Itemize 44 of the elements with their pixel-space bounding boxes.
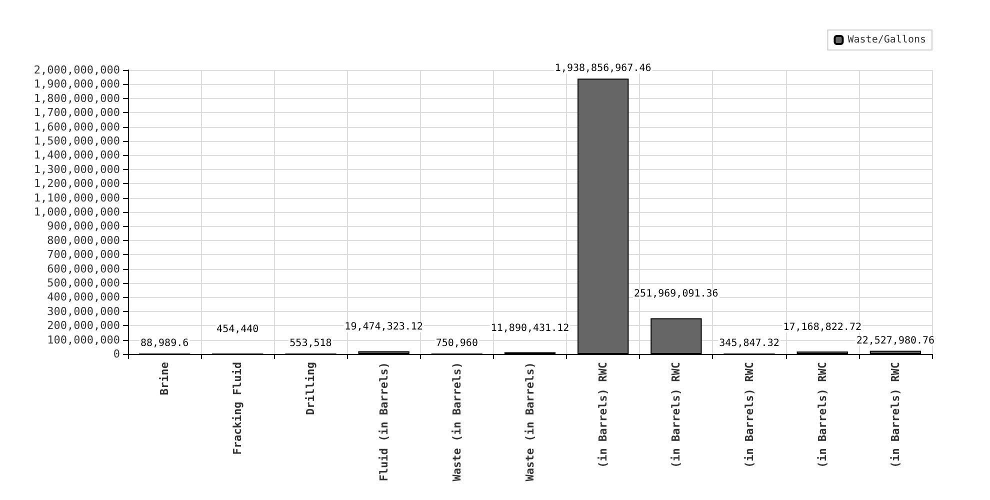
y-tick-label: 600,000,000: [47, 262, 120, 276]
x-tick-label: (in Barrels) RWC: [888, 362, 902, 468]
data-label: 17,168,822.72: [783, 322, 862, 334]
data-label: 11,890,431.12: [490, 322, 570, 334]
y-tick-label: 1,000,000,000: [34, 206, 120, 218]
y-tick-label: 200,000,000: [47, 319, 120, 332]
y-tick-label: 1,100,000,000: [34, 191, 120, 204]
y-tick-label: 100,000,000: [47, 333, 120, 346]
y-tick-label: 1,200,000,000: [34, 177, 120, 190]
x-tick-label: (in Barrels) RWC: [742, 362, 756, 468]
y-tick-label: 1,300,000,000: [34, 162, 120, 176]
y-tick-label: 700,000,000: [47, 248, 120, 262]
y-tick-label: 300,000,000: [47, 304, 120, 318]
x-tick-label: (in Barrels) RWC: [670, 362, 683, 468]
y-tick-label: 900,000,000: [47, 220, 120, 233]
data-label: 19,474,323.12: [344, 322, 423, 333]
y-tick-label: 800,000,000: [47, 234, 120, 247]
y-tick-label: 2,000,000,000: [34, 64, 120, 76]
data-label: 22,527,980.76: [856, 335, 935, 346]
y-tick-label: 400,000,000: [47, 290, 120, 304]
data-label: 345,847.32: [719, 338, 780, 349]
x-tick-label: Waste (in Barrels): [450, 362, 464, 482]
x-tick-label: Drilling: [304, 362, 318, 415]
legend-label: Waste/Gallons: [848, 34, 926, 46]
x-tick-label: Fluid (in Barrels): [377, 362, 390, 482]
data-label: 1,938,856,967.46: [554, 63, 652, 74]
data-label: 251,969,091.36: [634, 288, 718, 300]
x-tick-label: Fracking Fluid: [231, 362, 244, 455]
x-tick-label: Waste (in Barrels): [524, 362, 536, 482]
y-tick-label: 1,900,000,000: [34, 78, 120, 91]
x-tick-label: (in Barrels) RWC: [596, 362, 610, 468]
data-label: 553,518: [290, 338, 332, 349]
y-tick-label: 0: [113, 348, 120, 360]
y-tick-label: 1,700,000,000: [34, 106, 120, 120]
data-label: 88,989.6: [140, 338, 189, 349]
x-tick-label: Brine: [158, 362, 172, 396]
data-label: 454,440: [216, 324, 259, 335]
y-tick-label: 1,400,000,000: [34, 148, 120, 162]
x-tick-label: (in Barrels) RWC: [816, 362, 829, 468]
y-tick-label: 1,800,000,000: [34, 92, 120, 105]
y-tick-label: 500,000,000: [47, 276, 120, 290]
data-label: 750,960: [436, 338, 478, 349]
y-tick-label: 1,600,000,000: [34, 120, 120, 134]
y-tick-label: 1,500,000,000: [34, 134, 120, 148]
